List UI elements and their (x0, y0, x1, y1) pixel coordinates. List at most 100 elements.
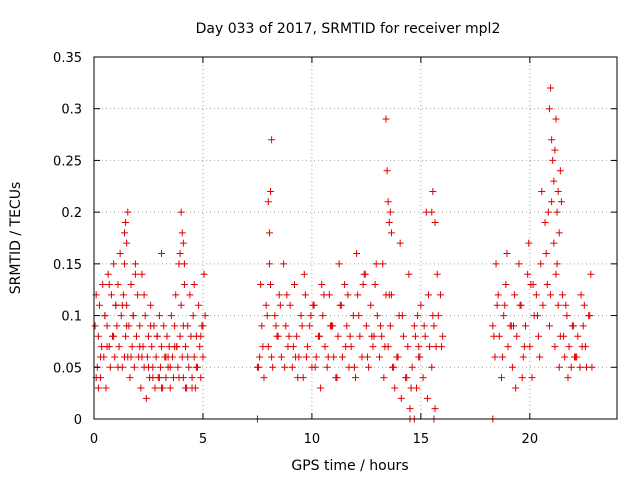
data-point (307, 312, 315, 320)
data-point (541, 218, 549, 226)
data-point (428, 363, 436, 371)
data-point (536, 353, 544, 361)
data-point (408, 363, 416, 371)
data-point (312, 353, 320, 361)
data-point (265, 229, 273, 237)
data-point (256, 353, 264, 361)
data-point (294, 374, 302, 382)
data-point (565, 343, 573, 351)
x-tick-label: 10 (304, 432, 321, 447)
plot-frame (93, 56, 618, 420)
data-point (122, 332, 130, 340)
data-point (156, 363, 164, 371)
data-point (289, 343, 297, 351)
data-point (537, 260, 545, 268)
data-point (281, 363, 289, 371)
data-point (562, 301, 570, 309)
data-point (311, 363, 319, 371)
data-point (555, 229, 563, 237)
data-point (372, 260, 380, 268)
data-point (118, 301, 126, 309)
x-tick-labels: 0 5 10 15 20 (90, 432, 538, 447)
data-point (176, 332, 184, 340)
data-point (151, 384, 159, 392)
data-point (271, 312, 279, 320)
data-point (180, 260, 188, 268)
data-point (286, 301, 294, 309)
data-point (576, 363, 584, 371)
data-point (107, 291, 115, 299)
data-point (149, 374, 157, 382)
data-point (499, 353, 507, 361)
data-point (430, 322, 438, 330)
y-tick-label: 0 (74, 413, 82, 428)
data-point (138, 270, 146, 278)
data-point (439, 332, 447, 340)
data-point (113, 322, 121, 330)
data-point (114, 363, 122, 371)
data-point (121, 229, 129, 237)
data-point (403, 374, 411, 382)
data-point (259, 343, 267, 351)
y-tick-label: 0.3 (61, 103, 82, 118)
data-point (386, 208, 394, 216)
data-point (199, 353, 207, 361)
data-point (201, 312, 209, 320)
data-point (542, 250, 550, 258)
data-point (184, 353, 192, 361)
y-tick-label: 0.35 (53, 51, 82, 66)
data-point (559, 291, 567, 299)
data-point (429, 187, 437, 195)
data-point (258, 322, 266, 330)
data-point (264, 198, 272, 206)
data-point (190, 281, 198, 289)
data-point (379, 260, 387, 268)
data-point (290, 281, 298, 289)
data-point (587, 270, 595, 278)
data-point (426, 343, 434, 351)
data-point (371, 281, 379, 289)
data-point (142, 394, 150, 402)
data-point (283, 291, 291, 299)
data-point (117, 312, 125, 320)
data-point (390, 363, 398, 371)
data-point (144, 332, 152, 340)
data-point (337, 301, 345, 309)
data-point (127, 281, 135, 289)
data-point (263, 312, 271, 320)
data-point (387, 229, 395, 237)
data-point (127, 353, 135, 361)
data-point (192, 363, 200, 371)
data-point (179, 322, 187, 330)
data-point (158, 343, 166, 351)
data-point (406, 405, 414, 413)
data-point (539, 301, 547, 309)
data-point (104, 270, 112, 278)
data-point (567, 363, 575, 371)
data-point (568, 322, 576, 330)
data-point (176, 250, 184, 258)
data-point (359, 281, 367, 289)
data-point (346, 332, 354, 340)
data-point (545, 105, 553, 113)
data-point (320, 291, 328, 299)
data-point (180, 281, 188, 289)
data-point (356, 332, 364, 340)
data-point (571, 353, 579, 361)
data-point (136, 322, 144, 330)
data-point (384, 198, 392, 206)
data-point (119, 291, 127, 299)
data-point (174, 363, 182, 371)
data-point (521, 322, 529, 330)
data-point (121, 260, 129, 268)
data-point (136, 343, 144, 351)
data-point (190, 353, 198, 361)
data-point (344, 291, 352, 299)
data-point (518, 374, 526, 382)
data-point (130, 363, 138, 371)
data-point (380, 374, 388, 382)
axis-ticks (93, 56, 617, 420)
data-point (147, 301, 155, 309)
data-point (377, 322, 385, 330)
data-point (549, 156, 557, 164)
